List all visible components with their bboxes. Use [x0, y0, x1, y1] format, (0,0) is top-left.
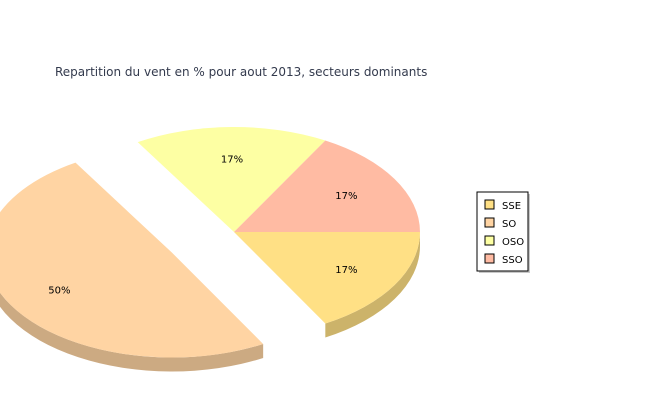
slice-label-so: 50%	[48, 286, 70, 297]
legend: SSE SO OSO SSO	[476, 191, 530, 273]
legend-label-oso: OSO	[502, 237, 524, 248]
slice-label-sso: 17%	[335, 191, 357, 202]
legend-label-sso: SSO	[502, 255, 523, 266]
legend-label-so: SO	[502, 219, 516, 230]
chart-title: Repartition du vent en % pour aout 2013,…	[55, 65, 427, 79]
slice-label-sse: 17%	[335, 265, 357, 276]
legend-swatch-sse	[484, 199, 495, 210]
legend-swatch-so	[484, 217, 495, 228]
pie-slice-side-so	[0, 292, 264, 372]
legend-label-sse: SSE	[502, 201, 521, 212]
pie-slice-sse	[234, 232, 420, 324]
pie-slice-so	[0, 162, 264, 358]
pie-slice-side-sse	[325, 232, 420, 338]
legend-swatch-sso	[484, 253, 495, 264]
slice-label-oso: 17%	[221, 155, 243, 166]
pie-slices	[0, 127, 420, 372]
pie-slice-oso	[137, 127, 326, 232]
legend-swatch-oso	[484, 235, 495, 246]
slice-labels: 17% 50% 17% 17%	[48, 155, 357, 297]
pie-slice-sso	[234, 140, 420, 232]
